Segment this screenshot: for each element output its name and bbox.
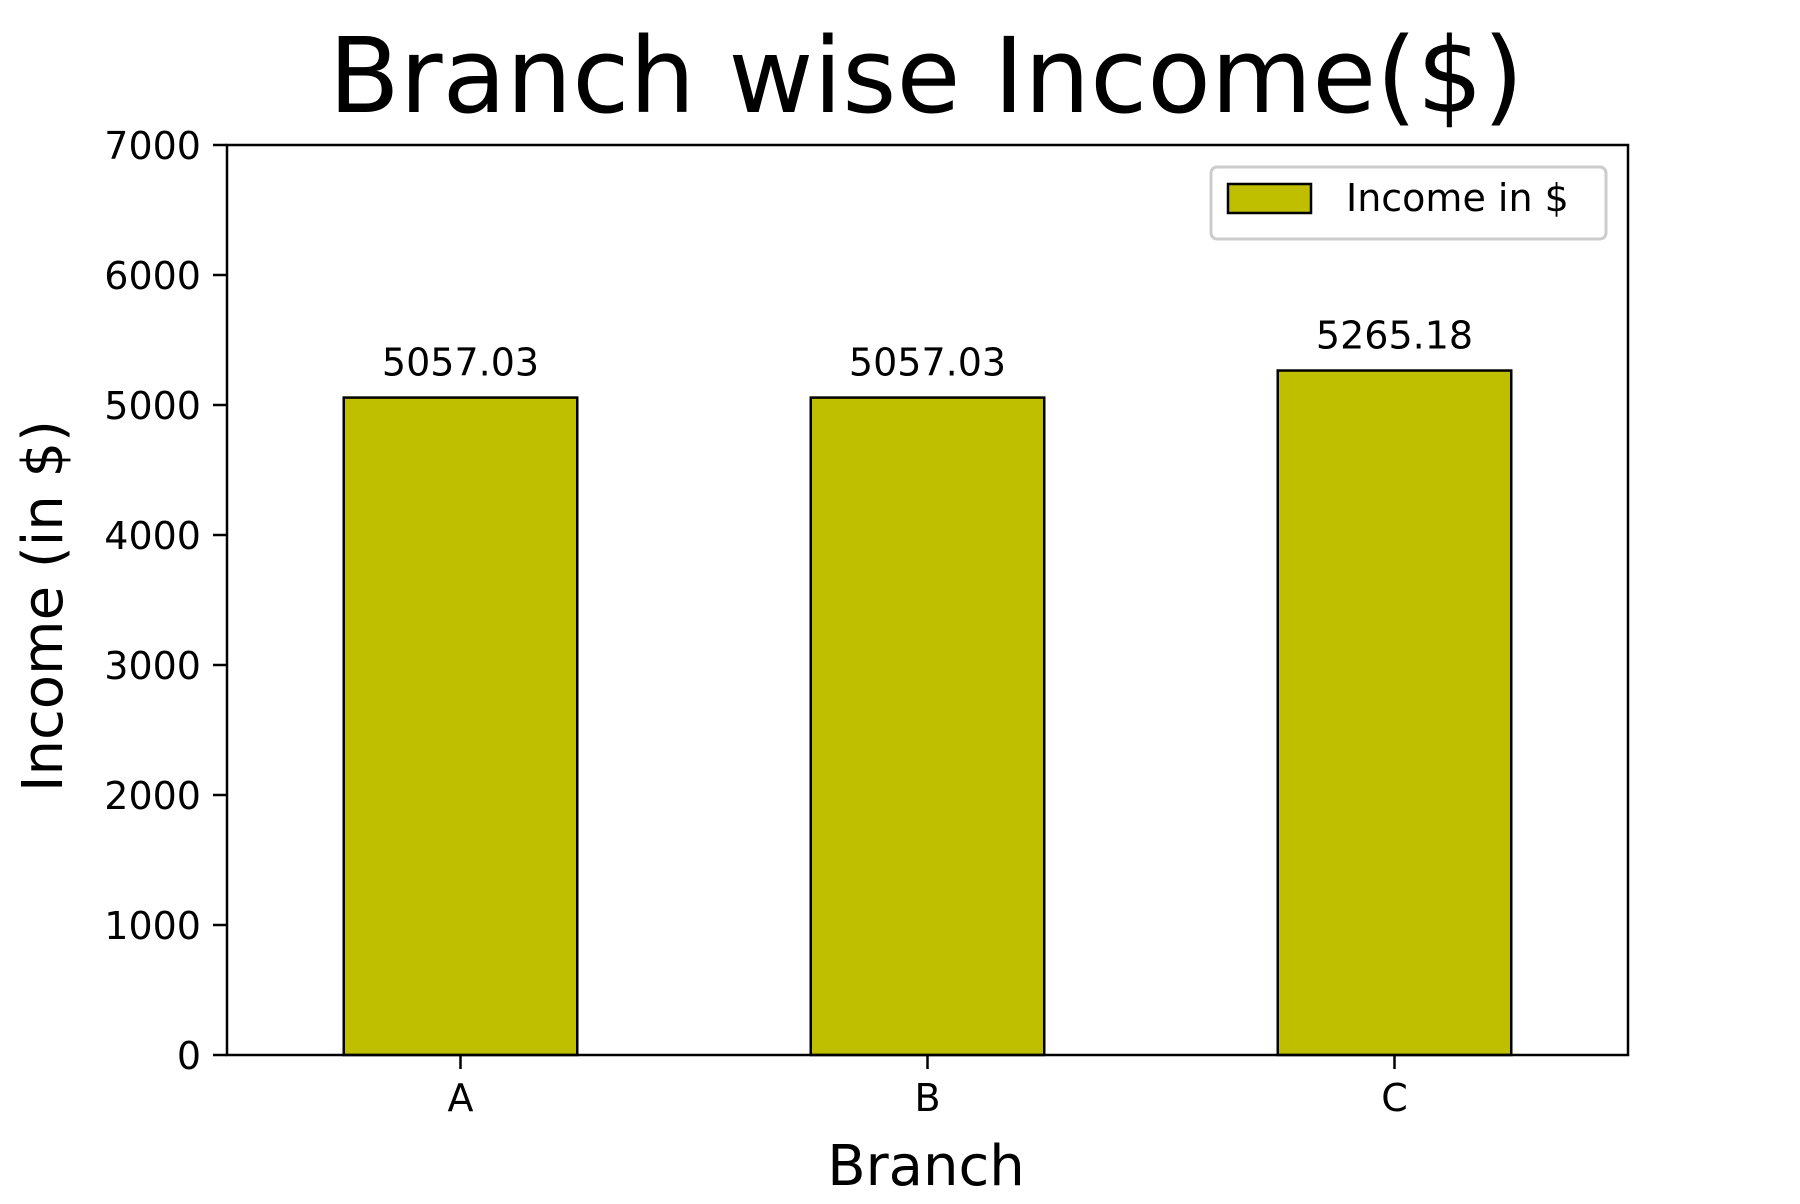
x-tick-label: A (448, 1076, 474, 1120)
x-tick-label: B (914, 1076, 940, 1120)
plot-frame (225, 143, 1630, 1057)
y-axis-label: Income (in $) (11, 420, 76, 792)
x-axis-ticks: A B C (448, 1055, 1408, 1120)
bars-group (342, 369, 1513, 1057)
y-tick-label: 1000 (104, 904, 201, 948)
bar-value-label: 5265.18 (1316, 314, 1473, 358)
y-tick-label: 7000 (104, 124, 201, 168)
y-tick-label: 5000 (104, 384, 201, 428)
bar-a (342, 396, 579, 1057)
x-tick-label: C (1381, 1076, 1408, 1120)
y-tick-label: 2000 (104, 774, 201, 818)
y-tick-label: 6000 (104, 254, 201, 298)
y-tick-label: 3000 (104, 644, 201, 688)
x-axis-label: Branch (827, 1134, 1025, 1199)
y-axis-ticks: 0 1000 2000 3000 4000 5000 6000 7000 (104, 124, 227, 1078)
bar-b (809, 396, 1046, 1057)
legend: Income in $ (1209, 165, 1608, 241)
bar-labels-group: 5057.03 5057.03 5265.18 (382, 314, 1473, 385)
y-tick-label: 4000 (104, 514, 201, 558)
y-tick-label: 0 (177, 1034, 201, 1078)
bar-value-label: 5057.03 (382, 341, 539, 385)
bar-value-label: 5057.03 (849, 341, 1006, 385)
bar-c (1276, 369, 1513, 1057)
legend-label: Income in $ (1346, 176, 1569, 220)
legend-swatch (1226, 182, 1313, 215)
chart-title: Branch wise Income($) (328, 15, 1523, 137)
